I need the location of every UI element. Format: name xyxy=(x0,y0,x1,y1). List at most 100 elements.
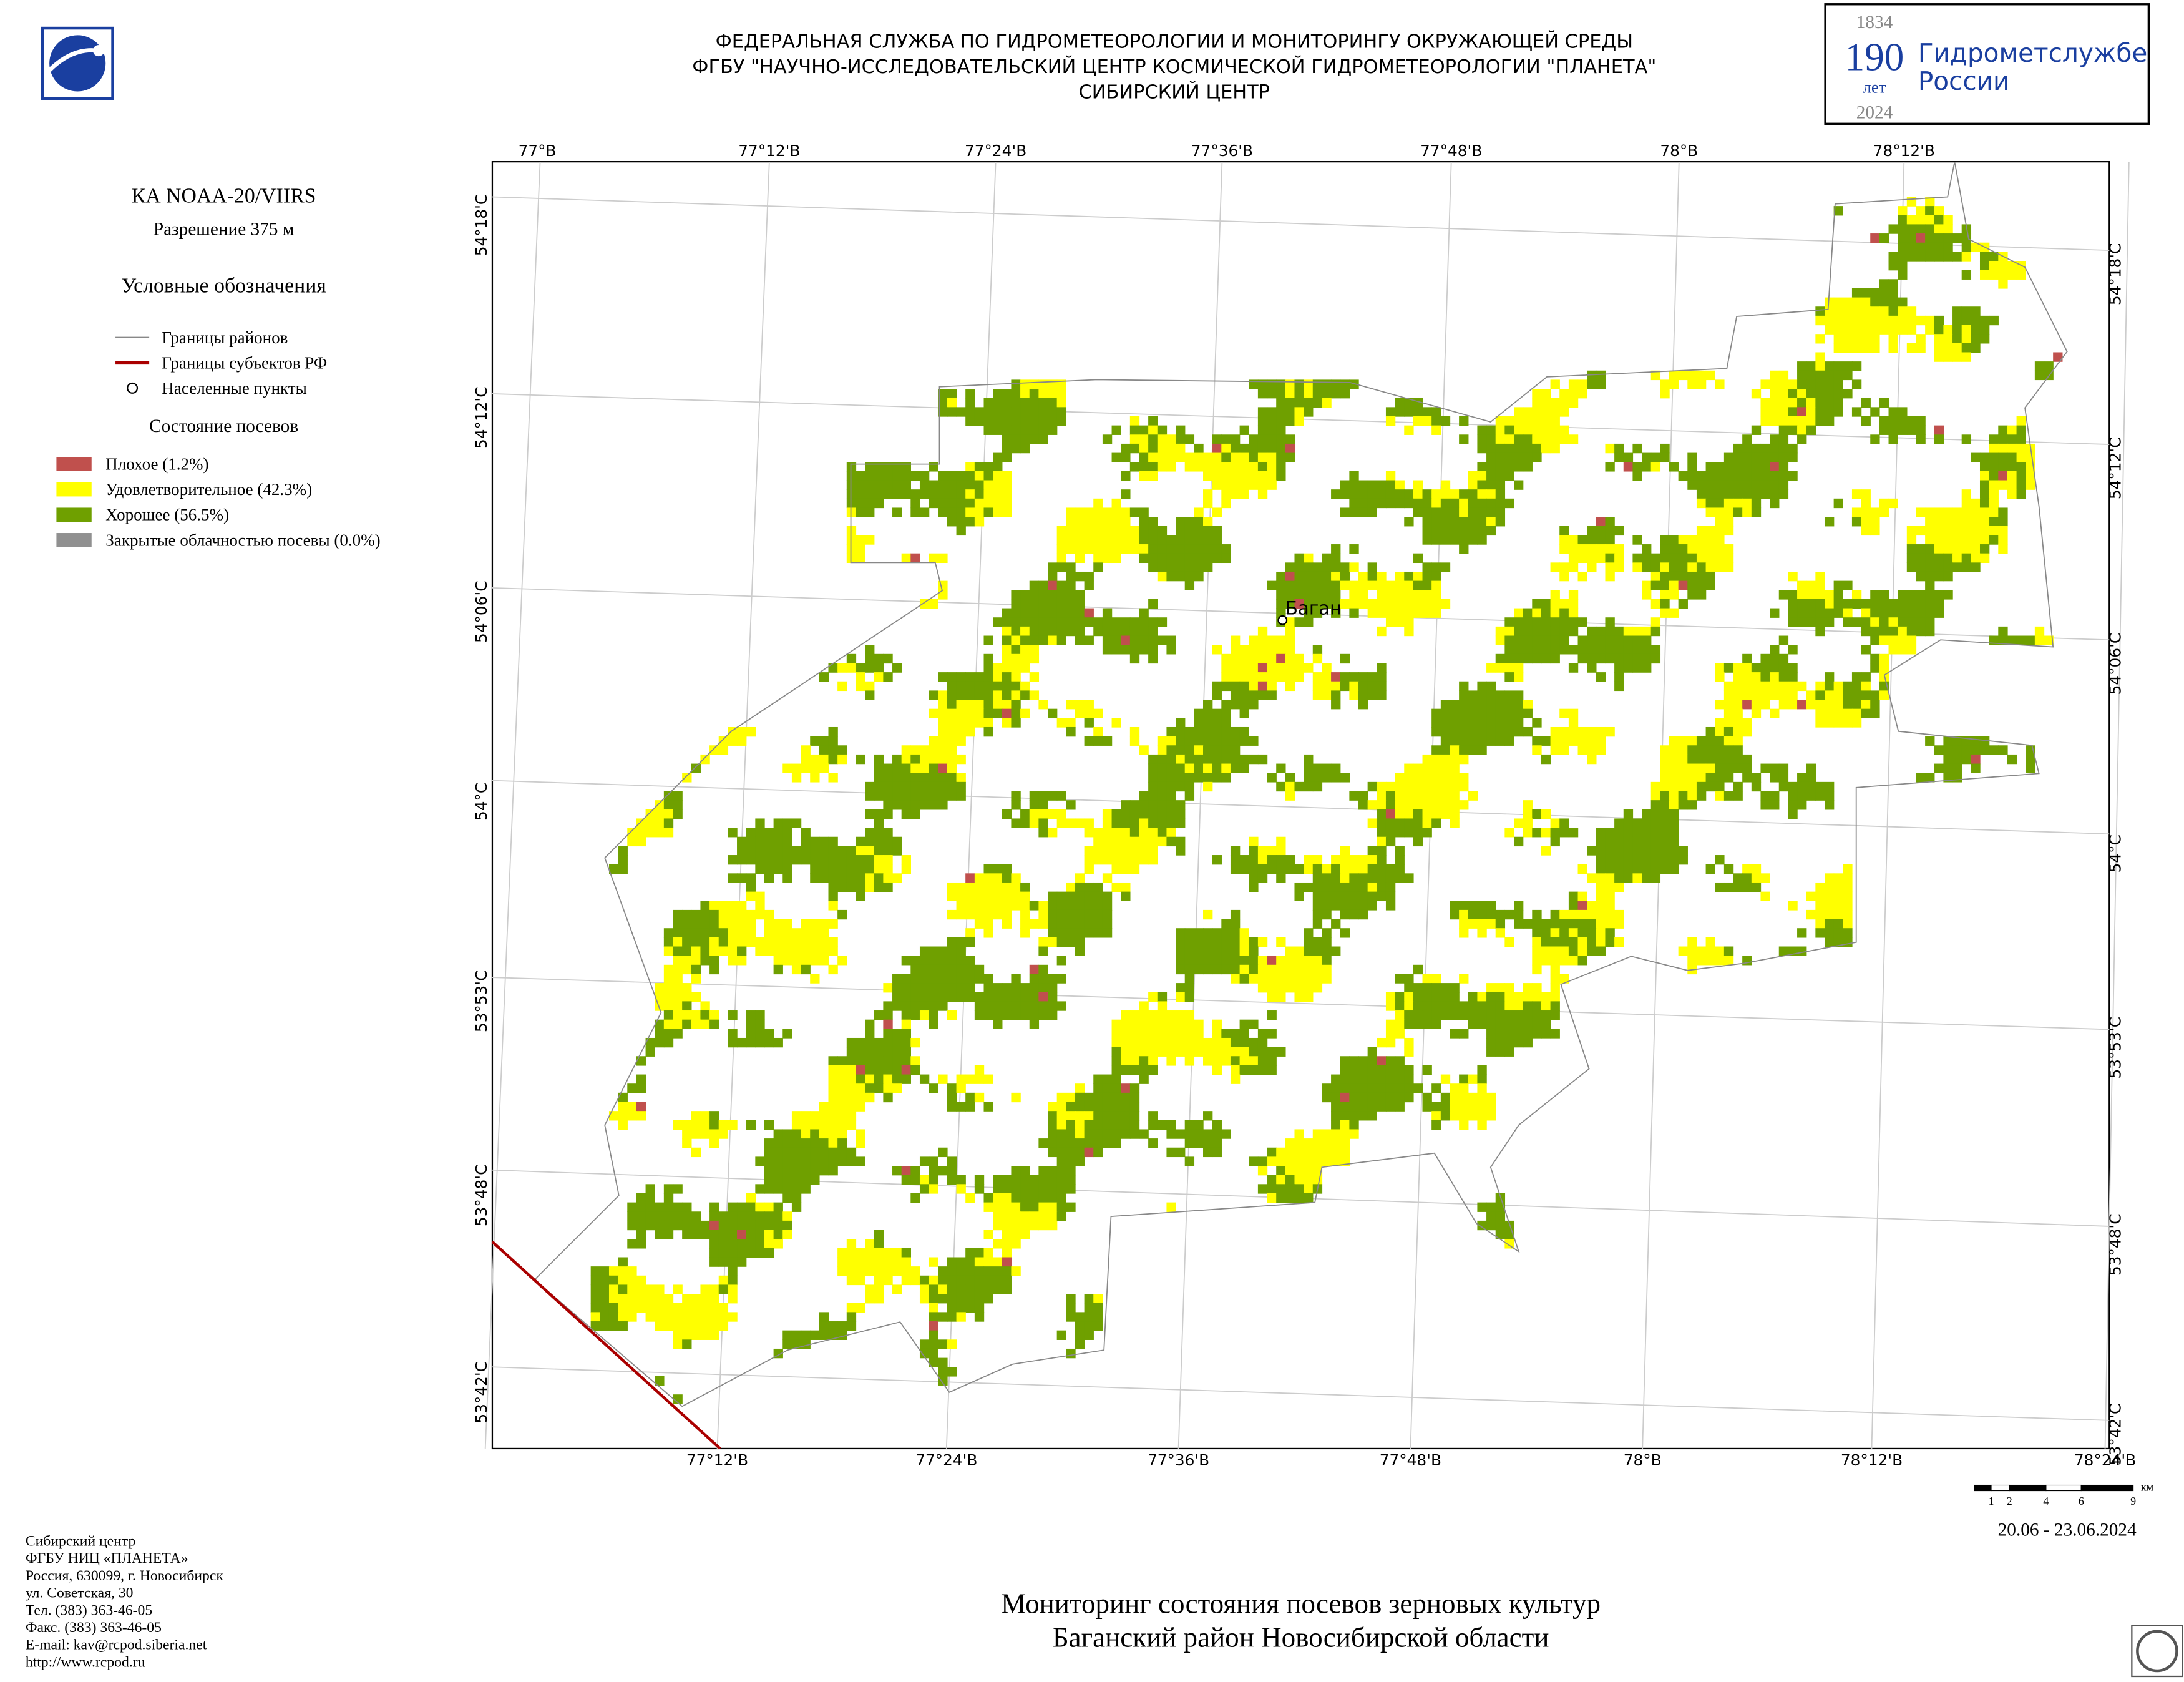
crop-cell xyxy=(974,1257,985,1267)
crop-cell xyxy=(1934,352,1944,362)
crop-cell xyxy=(1979,498,1990,509)
crop-cell xyxy=(1176,553,1186,564)
crop-cell xyxy=(1760,489,1770,499)
crop-cell xyxy=(1093,708,1103,719)
crop-cell xyxy=(856,891,865,901)
crop-cell xyxy=(1642,873,1652,883)
crop-cell xyxy=(1514,645,1524,655)
crop-cell xyxy=(1989,471,1999,481)
crop-cell xyxy=(865,489,875,499)
crop-cell xyxy=(1239,653,1249,664)
crop-cell xyxy=(1614,681,1624,692)
crop-cell xyxy=(1276,864,1286,874)
crop-cell xyxy=(1212,1029,1222,1039)
crop-cell xyxy=(1843,334,1853,344)
crop-cell xyxy=(1523,818,1533,828)
crop-cell xyxy=(910,773,920,783)
crop-cell xyxy=(901,855,911,865)
crop-cell xyxy=(1048,809,1058,819)
crop-cell xyxy=(993,983,1003,993)
crop-cell xyxy=(782,864,792,874)
crop-cell xyxy=(1011,891,1021,901)
crop-cell xyxy=(1514,663,1524,673)
crop-cell xyxy=(1038,992,1048,1002)
crop-cell xyxy=(773,937,783,947)
crop-cell xyxy=(1176,800,1186,810)
crop-cell xyxy=(938,1284,948,1294)
crop-cell xyxy=(1422,507,1432,517)
crop-cell xyxy=(2016,452,2026,462)
crop-cell xyxy=(1577,864,1587,874)
crop-cell xyxy=(1020,398,1030,408)
crop-cell xyxy=(764,1029,774,1039)
crop-cell xyxy=(1075,873,1085,883)
crop-cell xyxy=(737,836,747,847)
crop-cell xyxy=(1221,489,1231,499)
crop-cell xyxy=(1121,800,1131,810)
crop-cell xyxy=(1961,352,1972,362)
crop-cell xyxy=(1870,526,1880,536)
crop-cell xyxy=(883,672,893,682)
crop-cell xyxy=(1459,1102,1469,1112)
crop-cell xyxy=(655,1019,665,1029)
left-label: 54°12'С xyxy=(472,386,490,449)
crop-cell xyxy=(755,836,765,847)
crop-cell xyxy=(856,471,865,481)
crop-cell xyxy=(1038,974,1048,984)
crop-cell xyxy=(865,663,875,673)
crop-cell xyxy=(965,690,975,700)
crop-cell xyxy=(1249,864,1259,874)
crop-cell xyxy=(1139,818,1149,828)
crop-cell xyxy=(1925,215,1935,225)
crop-cell xyxy=(1660,855,1670,865)
crop-cell xyxy=(791,855,802,865)
crop-cell xyxy=(1304,964,1314,975)
crop-cell xyxy=(1843,690,1853,700)
crop-cell xyxy=(1075,635,1085,645)
crop-cell xyxy=(983,1266,993,1276)
crop-cell xyxy=(1742,773,1752,783)
crop-cell xyxy=(1066,909,1076,920)
crop-cell xyxy=(910,992,920,1002)
crop-cell xyxy=(1075,617,1085,627)
crop-cell xyxy=(1642,836,1652,847)
crop-cell xyxy=(1395,873,1405,883)
crop-cell xyxy=(1906,242,1917,253)
crop-cell xyxy=(1285,434,1295,444)
crop-cell xyxy=(1385,1001,1396,1011)
crop-cell xyxy=(1998,526,2008,536)
crop-cell xyxy=(1056,379,1066,389)
crop-cell xyxy=(1038,800,1048,810)
crop-cell xyxy=(1048,626,1058,637)
crop-cell xyxy=(1093,1147,1103,1158)
crop-cell xyxy=(1212,471,1222,481)
crop-cell xyxy=(627,1312,637,1322)
crop-cell xyxy=(709,928,719,938)
crop-cell xyxy=(965,909,975,920)
crop-cell xyxy=(1020,617,1030,627)
crop-cell xyxy=(819,1111,829,1121)
left-label: 54°18'С xyxy=(472,194,490,257)
crop-cell xyxy=(1824,297,1835,307)
crop-cell xyxy=(737,1220,747,1231)
crop-cell xyxy=(1358,891,1368,901)
crop-cell xyxy=(1276,873,1286,883)
crop-cell xyxy=(1056,1111,1066,1121)
crop-cell xyxy=(965,928,975,938)
crop-cell xyxy=(1111,1047,1121,1057)
crop-cell xyxy=(2007,270,2017,280)
crop-cell xyxy=(1705,462,1715,472)
crop-cell xyxy=(1971,553,1981,564)
crop-cell xyxy=(728,1266,738,1276)
crop-cell xyxy=(1239,964,1249,975)
crop-cell xyxy=(828,919,838,929)
crop-cell xyxy=(1212,855,1222,865)
crop-cell xyxy=(1797,781,1807,792)
crop-cell xyxy=(1715,517,1725,527)
crop-cell xyxy=(682,773,692,783)
crop-cell xyxy=(1715,663,1725,673)
crop-cell xyxy=(1861,708,1871,719)
crop-cell xyxy=(1815,928,1825,938)
crop-cell xyxy=(892,1248,902,1258)
crop-cell xyxy=(1916,242,1926,253)
